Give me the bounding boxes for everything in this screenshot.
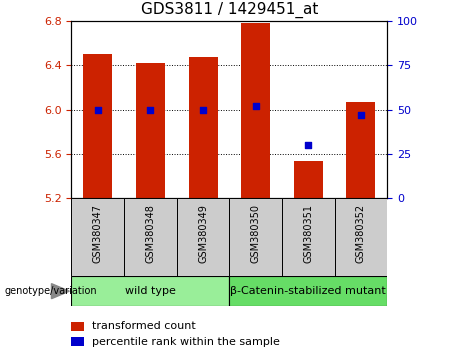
Point: [147, 107, 154, 113]
Bar: [136, 63, 165, 198]
Bar: [282, 198, 335, 276]
Text: genotype/variation: genotype/variation: [5, 286, 97, 296]
Text: GSM380349: GSM380349: [198, 204, 208, 263]
Bar: [241, 23, 270, 198]
Text: GSM380347: GSM380347: [93, 204, 103, 263]
Point: [357, 112, 365, 118]
Polygon shape: [52, 284, 69, 299]
Bar: [124, 198, 177, 276]
Point: [252, 103, 260, 109]
Bar: [83, 55, 112, 198]
Title: GDS3811 / 1429451_at: GDS3811 / 1429451_at: [141, 2, 318, 18]
Bar: [294, 161, 323, 198]
Text: percentile rank within the sample: percentile rank within the sample: [92, 337, 280, 347]
Bar: [71, 337, 84, 347]
Point: [94, 107, 101, 113]
Bar: [71, 276, 229, 306]
Text: transformed count: transformed count: [92, 321, 196, 331]
Text: wild type: wild type: [125, 286, 176, 296]
Bar: [335, 198, 387, 276]
Point: [305, 142, 312, 148]
Bar: [189, 57, 218, 198]
Text: β-Catenin-stabilized mutant: β-Catenin-stabilized mutant: [230, 286, 386, 296]
Bar: [71, 198, 124, 276]
Text: GSM380352: GSM380352: [356, 204, 366, 263]
Text: GSM380351: GSM380351: [303, 204, 313, 263]
Bar: [71, 321, 84, 331]
Point: [199, 107, 207, 113]
Bar: [177, 198, 229, 276]
Bar: [347, 102, 375, 198]
Text: GSM380350: GSM380350: [251, 204, 260, 263]
Text: GSM380348: GSM380348: [145, 204, 155, 263]
Bar: [229, 276, 387, 306]
Bar: [229, 198, 282, 276]
